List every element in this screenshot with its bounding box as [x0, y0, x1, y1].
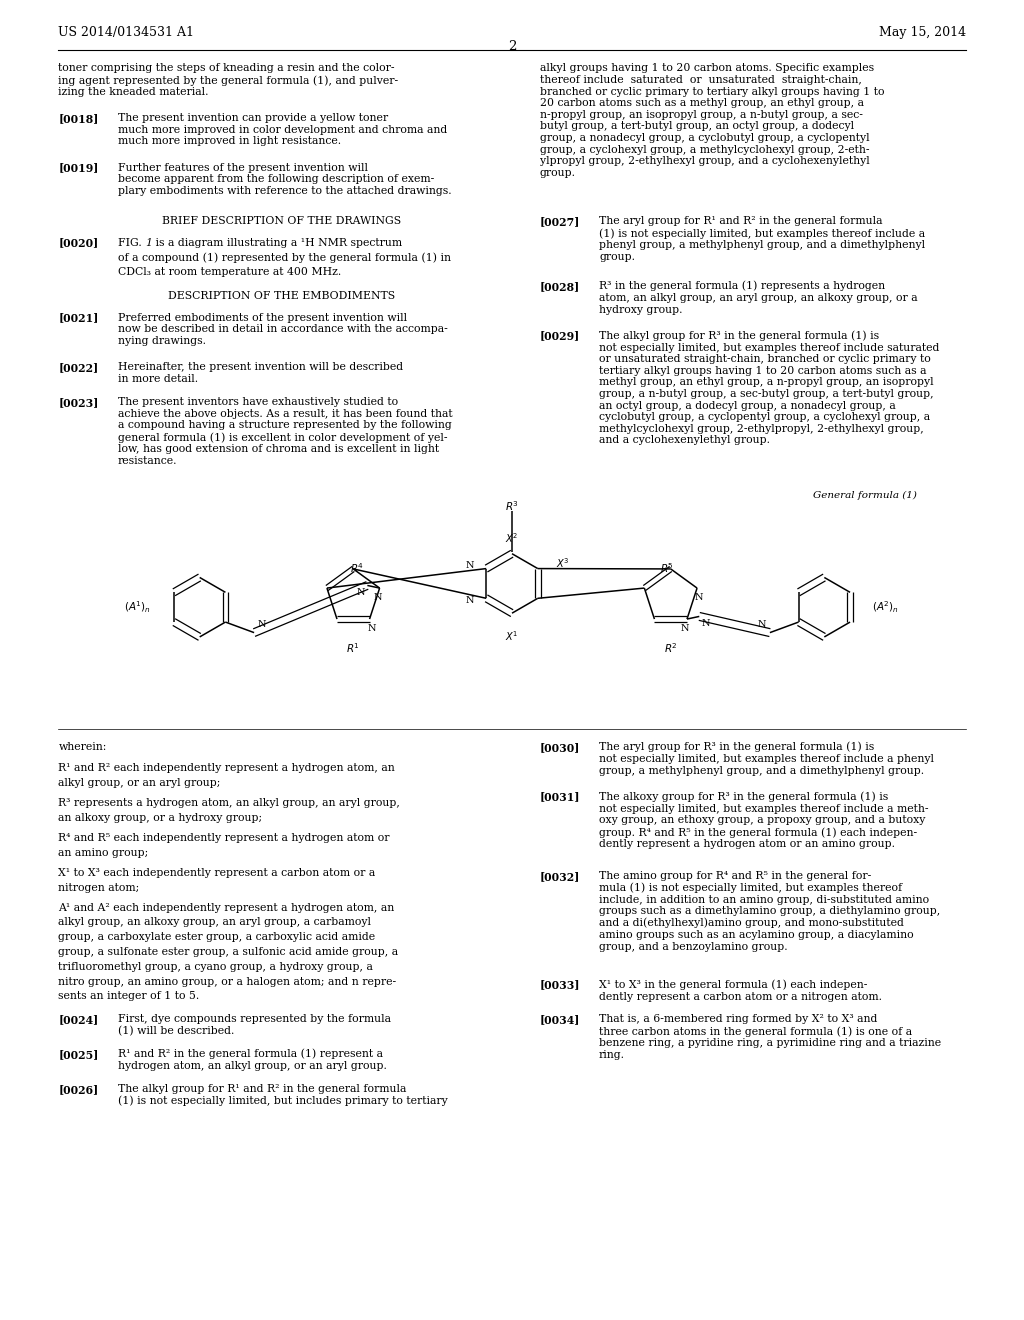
Text: N: N [258, 620, 266, 630]
Text: 2: 2 [508, 40, 516, 53]
Text: group, a carboxylate ester group, a carboxylic acid amide: group, a carboxylate ester group, a carb… [58, 932, 376, 942]
Text: CDCl₃ at room temperature at 400 MHz.: CDCl₃ at room temperature at 400 MHz. [118, 267, 341, 277]
Text: $R^2$: $R^2$ [664, 642, 678, 655]
Text: R³ in the general formula (1) represents a hydrogen
atom, an alkyl group, an ary: R³ in the general formula (1) represents… [599, 281, 918, 314]
Text: [0024]: [0024] [58, 1014, 98, 1026]
Text: is a diagram illustrating a ¹H NMR spectrum: is a diagram illustrating a ¹H NMR spect… [152, 238, 401, 248]
Text: trifluoromethyl group, a cyano group, a hydroxy group, a: trifluoromethyl group, a cyano group, a … [58, 962, 373, 972]
Text: Preferred embodiments of the present invention will
now be described in detail i: Preferred embodiments of the present inv… [118, 313, 447, 346]
Text: alkyl group, or an aryl group;: alkyl group, or an aryl group; [58, 777, 221, 788]
Text: R¹ and R² in the general formula (1) represent a
hydrogen atom, an alkyl group, : R¹ and R² in the general formula (1) rep… [118, 1049, 387, 1071]
Text: R⁴ and R⁵ each independently represent a hydrogen atom or: R⁴ and R⁵ each independently represent a… [58, 833, 390, 843]
Text: an amino group;: an amino group; [58, 847, 148, 858]
Text: US 2014/0134531 A1: US 2014/0134531 A1 [58, 26, 195, 40]
Text: N: N [466, 561, 474, 570]
Text: wherein:: wherein: [58, 742, 106, 752]
Text: The present inventors have exhaustively studied to
achieve the above objects. As: The present inventors have exhaustively … [118, 397, 453, 466]
Text: [0034]: [0034] [540, 1014, 580, 1026]
Text: group, a sulfonate ester group, a sulfonic acid amide group, a: group, a sulfonate ester group, a sulfon… [58, 946, 398, 957]
Text: [0023]: [0023] [58, 397, 98, 408]
Text: [0026]: [0026] [58, 1084, 98, 1094]
Text: $X^3$: $X^3$ [556, 557, 569, 570]
Text: [0021]: [0021] [58, 313, 98, 323]
Text: That is, a 6-membered ring formed by X² to X³ and
three carbon atoms in the gene: That is, a 6-membered ring formed by X² … [599, 1014, 941, 1060]
Text: [0019]: [0019] [58, 162, 98, 174]
Text: BRIEF DESCRIPTION OF THE DRAWINGS: BRIEF DESCRIPTION OF THE DRAWINGS [162, 216, 400, 226]
Text: N: N [466, 597, 474, 606]
Text: [0028]: [0028] [540, 281, 580, 292]
Text: $R^5$: $R^5$ [659, 561, 674, 576]
Text: The present invention can provide a yellow toner
much more improved in color dev: The present invention can provide a yell… [118, 114, 447, 147]
Text: N: N [368, 624, 376, 634]
Text: X¹ to X³ each independently represent a carbon atom or a: X¹ to X³ each independently represent a … [58, 867, 376, 878]
Text: FIG.: FIG. [118, 238, 145, 248]
Text: N: N [701, 619, 710, 627]
Text: an alkoxy group, or a hydroxy group;: an alkoxy group, or a hydroxy group; [58, 813, 262, 822]
Text: [0022]: [0022] [58, 362, 98, 374]
Text: [0018]: [0018] [58, 114, 98, 124]
Text: Hereinafter, the present invention will be described
in more detail.: Hereinafter, the present invention will … [118, 362, 402, 384]
Text: toner comprising the steps of kneading a resin and the color-
ing agent represen: toner comprising the steps of kneading a… [58, 63, 398, 98]
Text: [0020]: [0020] [58, 238, 98, 248]
Text: $R^1$: $R^1$ [346, 642, 360, 655]
Text: $(A^2)_n$: $(A^2)_n$ [872, 599, 900, 615]
Text: X¹ to X³ in the general formula (1) each indepen-
dently represent a carbon atom: X¹ to X³ in the general formula (1) each… [599, 979, 882, 1002]
Text: [0033]: [0033] [540, 979, 581, 990]
Text: A¹ and A² each independently represent a hydrogen atom, an: A¹ and A² each independently represent a… [58, 903, 394, 912]
Text: First, dye compounds represented by the formula
(1) will be described.: First, dye compounds represented by the … [118, 1014, 391, 1036]
Text: $R^4$: $R^4$ [350, 561, 365, 576]
Text: $R^3$: $R^3$ [505, 499, 519, 513]
Text: nitrogen atom;: nitrogen atom; [58, 883, 139, 892]
Text: R¹ and R² each independently represent a hydrogen atom, an: R¹ and R² each independently represent a… [58, 763, 395, 774]
Text: [0027]: [0027] [540, 216, 580, 227]
Text: [0031]: [0031] [540, 792, 581, 803]
Text: N: N [695, 594, 703, 602]
Text: Further features of the present invention will
become apparent from the followin: Further features of the present inventio… [118, 162, 452, 195]
Text: The alkyl group for R³ in the general formula (1) is
not especially limited, but: The alkyl group for R³ in the general fo… [599, 330, 939, 445]
Text: 1: 1 [145, 238, 153, 248]
Text: The alkoxy group for R³ in the general formula (1) is
not especially limited, bu: The alkoxy group for R³ in the general f… [599, 792, 929, 849]
Text: The aryl group for R³ in the general formula (1) is
not especially limited, but : The aryl group for R³ in the general for… [599, 742, 934, 776]
Text: [0030]: [0030] [540, 742, 580, 752]
Text: The aryl group for R¹ and R² in the general formula
(1) is not especially limite: The aryl group for R¹ and R² in the gene… [599, 216, 925, 261]
Text: N: N [374, 594, 382, 602]
Text: $(A^1)_n$: $(A^1)_n$ [124, 599, 152, 615]
Text: [0025]: [0025] [58, 1049, 98, 1060]
Text: of a compound (1) represented by the general formula (1) in: of a compound (1) represented by the gen… [118, 252, 451, 263]
Text: $X^2$: $X^2$ [505, 531, 519, 545]
Text: alkyl groups having 1 to 20 carbon atoms. Specific examples
thereof include  sat: alkyl groups having 1 to 20 carbon atoms… [540, 63, 884, 178]
Text: $X^1$: $X^1$ [505, 630, 519, 643]
Text: R³ represents a hydrogen atom, an alkyl group, an aryl group,: R³ represents a hydrogen atom, an alkyl … [58, 799, 400, 808]
Text: N: N [681, 624, 689, 634]
Text: General formula (1): General formula (1) [813, 491, 918, 500]
Text: The amino group for R⁴ and R⁵ in the general for-
mula (1) is not especially lim: The amino group for R⁴ and R⁵ in the gen… [599, 871, 940, 952]
Text: DESCRIPTION OF THE EMBODIMENTS: DESCRIPTION OF THE EMBODIMENTS [168, 292, 394, 301]
Text: [0032]: [0032] [540, 871, 580, 882]
Text: N: N [357, 587, 366, 597]
Text: N: N [758, 620, 766, 630]
Text: sents an integer of 1 to 5.: sents an integer of 1 to 5. [58, 991, 200, 1002]
Text: May 15, 2014: May 15, 2014 [879, 26, 966, 40]
Text: alkyl group, an alkoxy group, an aryl group, a carbamoyl: alkyl group, an alkoxy group, an aryl gr… [58, 917, 372, 928]
Text: nitro group, an amino group, or a halogen atom; and n repre-: nitro group, an amino group, or a haloge… [58, 977, 396, 986]
Text: The alkyl group for R¹ and R² in the general formula
(1) is not especially limit: The alkyl group for R¹ and R² in the gen… [118, 1084, 447, 1106]
Text: [0029]: [0029] [540, 330, 580, 342]
